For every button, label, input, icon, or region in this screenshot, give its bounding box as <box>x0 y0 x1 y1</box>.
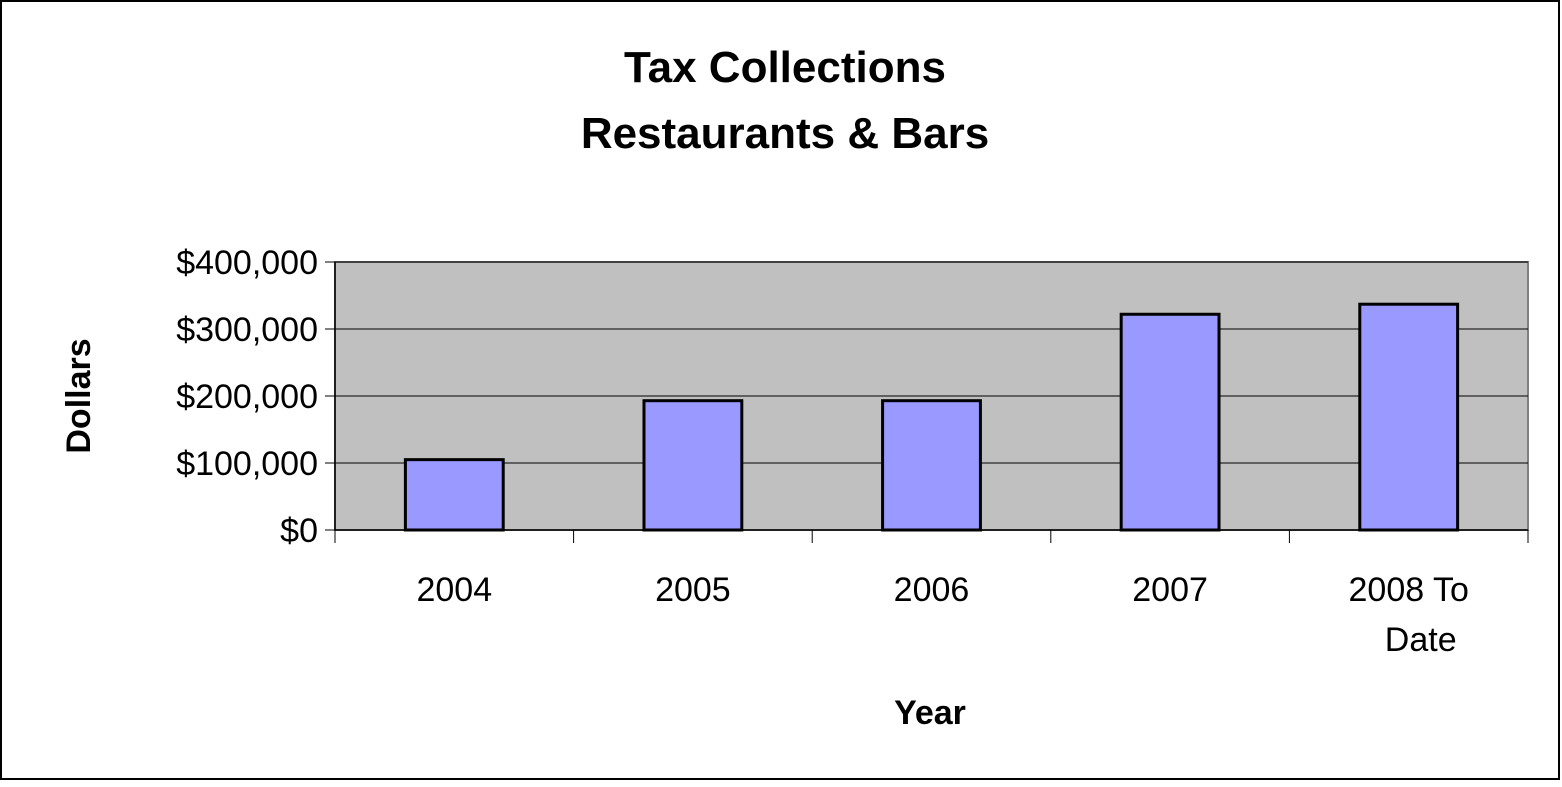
y-tick-label: $200,000 <box>176 378 318 416</box>
bar <box>1358 302 1460 532</box>
y-tick-label: $300,000 <box>176 311 318 349</box>
bar <box>881 399 982 532</box>
chart-title-line-1: Tax Collections <box>624 43 946 92</box>
x-tick-label: 2006 <box>894 571 970 609</box>
bar <box>642 399 744 532</box>
bars <box>403 302 1460 532</box>
y-tick-label: $400,000 <box>176 244 318 282</box>
x-axis-title: Year <box>894 694 966 732</box>
bar <box>1119 312 1221 532</box>
y-tick-label: $100,000 <box>176 445 318 483</box>
x-tick-label: 2005 <box>655 571 731 609</box>
axes <box>325 261 1529 543</box>
x-tick-labels: 2004 2005 2006 2007 2008 To Date <box>416 571 1468 659</box>
y-tick-labels: $0 $100,000 $200,000 $300,000 $400,000 <box>176 244 318 550</box>
bar <box>403 458 505 532</box>
x-tick-label: 2008 To Date <box>1349 571 1469 659</box>
y-axis-title: Dollars <box>60 338 98 453</box>
chart-title-line-2: Restaurants & Bars <box>581 109 989 158</box>
y-tick-label: $0 <box>280 512 318 550</box>
x-tick-label: 2004 <box>416 571 492 609</box>
x-tick-label: 2007 <box>1132 571 1208 609</box>
